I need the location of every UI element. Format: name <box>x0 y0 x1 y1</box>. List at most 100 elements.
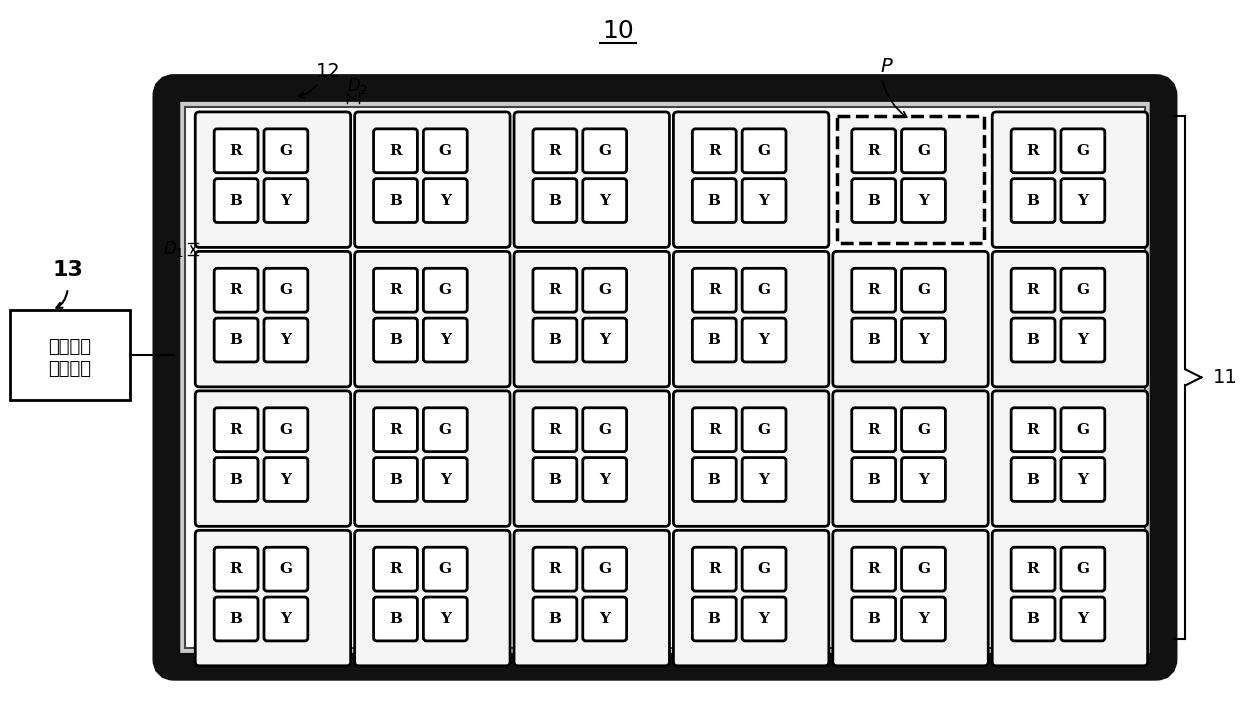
FancyBboxPatch shape <box>692 178 737 223</box>
Text: Y: Y <box>599 472 610 486</box>
FancyBboxPatch shape <box>533 597 577 641</box>
FancyBboxPatch shape <box>195 112 351 247</box>
Text: Y: Y <box>440 194 451 208</box>
FancyBboxPatch shape <box>583 318 626 362</box>
FancyBboxPatch shape <box>901 458 945 501</box>
FancyBboxPatch shape <box>673 530 828 665</box>
Text: G: G <box>279 144 293 158</box>
Text: Y: Y <box>918 612 929 626</box>
FancyBboxPatch shape <box>692 597 737 641</box>
Text: Y: Y <box>440 472 451 486</box>
Text: Y: Y <box>1078 333 1089 347</box>
FancyBboxPatch shape <box>1011 597 1055 641</box>
Text: B: B <box>229 612 243 626</box>
FancyBboxPatch shape <box>1011 548 1055 591</box>
FancyBboxPatch shape <box>355 530 510 665</box>
Text: $D_2$: $D_2$ <box>347 76 368 96</box>
Text: G: G <box>598 562 611 576</box>
Text: G: G <box>916 423 930 437</box>
Text: Y: Y <box>1078 612 1089 626</box>
FancyBboxPatch shape <box>852 548 895 591</box>
FancyBboxPatch shape <box>692 318 737 362</box>
FancyBboxPatch shape <box>743 458 786 501</box>
FancyBboxPatch shape <box>533 268 577 312</box>
FancyBboxPatch shape <box>901 268 945 312</box>
FancyBboxPatch shape <box>583 129 626 173</box>
Text: Y: Y <box>599 612 610 626</box>
Text: G: G <box>1076 283 1090 297</box>
Text: B: B <box>1027 333 1039 347</box>
Text: B: B <box>1027 612 1039 626</box>
Text: 13: 13 <box>52 260 83 280</box>
Text: B: B <box>708 472 720 486</box>
Text: R: R <box>1027 423 1039 437</box>
FancyBboxPatch shape <box>852 129 895 173</box>
FancyBboxPatch shape <box>215 178 258 223</box>
Text: B: B <box>867 612 880 626</box>
FancyBboxPatch shape <box>533 458 577 501</box>
FancyBboxPatch shape <box>833 391 988 526</box>
FancyBboxPatch shape <box>533 408 577 451</box>
Text: G: G <box>758 283 770 297</box>
Text: Y: Y <box>759 333 770 347</box>
FancyBboxPatch shape <box>215 458 258 501</box>
Text: G: G <box>598 423 611 437</box>
Text: Y: Y <box>440 612 451 626</box>
FancyBboxPatch shape <box>423 268 467 312</box>
FancyBboxPatch shape <box>1011 268 1055 312</box>
Text: B: B <box>229 194 243 208</box>
Text: B: B <box>389 612 402 626</box>
Text: B: B <box>548 612 562 626</box>
FancyBboxPatch shape <box>852 318 895 362</box>
FancyBboxPatch shape <box>673 251 828 387</box>
Text: R: R <box>1027 144 1039 158</box>
FancyBboxPatch shape <box>743 178 786 223</box>
Text: B: B <box>867 194 880 208</box>
Text: G: G <box>439 423 451 437</box>
Text: R: R <box>229 562 242 576</box>
FancyBboxPatch shape <box>515 251 670 387</box>
FancyBboxPatch shape <box>673 391 828 526</box>
Text: Y: Y <box>599 194 610 208</box>
FancyBboxPatch shape <box>195 391 351 526</box>
Text: R: R <box>548 144 562 158</box>
Text: R: R <box>229 144 242 158</box>
Text: B: B <box>708 194 720 208</box>
FancyBboxPatch shape <box>583 597 626 641</box>
FancyBboxPatch shape <box>423 458 467 501</box>
Text: 11: 11 <box>1214 368 1238 387</box>
FancyBboxPatch shape <box>264 178 308 223</box>
FancyBboxPatch shape <box>1011 458 1055 501</box>
Text: R: R <box>389 144 402 158</box>
Text: B: B <box>229 472 243 486</box>
FancyBboxPatch shape <box>264 408 308 451</box>
FancyBboxPatch shape <box>852 597 895 641</box>
FancyBboxPatch shape <box>373 129 418 173</box>
FancyBboxPatch shape <box>743 597 786 641</box>
FancyBboxPatch shape <box>1011 318 1055 362</box>
Text: Y: Y <box>759 194 770 208</box>
FancyBboxPatch shape <box>901 597 945 641</box>
FancyBboxPatch shape <box>1061 548 1105 591</box>
FancyBboxPatch shape <box>215 597 258 641</box>
Text: B: B <box>1027 472 1039 486</box>
Text: R: R <box>389 562 402 576</box>
Text: B: B <box>389 472 402 486</box>
FancyBboxPatch shape <box>215 548 258 591</box>
FancyBboxPatch shape <box>264 129 308 173</box>
Text: G: G <box>758 562 770 576</box>
Text: R: R <box>708 562 720 576</box>
FancyBboxPatch shape <box>901 178 945 223</box>
FancyBboxPatch shape <box>215 268 258 312</box>
Text: R: R <box>708 423 720 437</box>
FancyBboxPatch shape <box>533 548 577 591</box>
Text: Y: Y <box>918 194 929 208</box>
FancyBboxPatch shape <box>852 458 895 501</box>
Bar <box>10 310 129 400</box>
FancyBboxPatch shape <box>992 112 1148 247</box>
FancyBboxPatch shape <box>1061 129 1105 173</box>
FancyBboxPatch shape <box>692 458 737 501</box>
FancyBboxPatch shape <box>373 548 418 591</box>
FancyBboxPatch shape <box>215 318 258 362</box>
FancyBboxPatch shape <box>1011 408 1055 451</box>
